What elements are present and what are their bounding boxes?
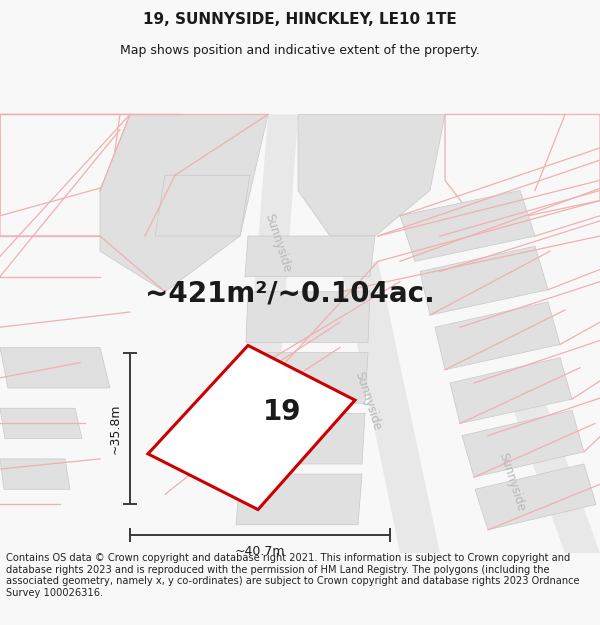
Text: ~421m²/~0.104ac.: ~421m²/~0.104ac.: [145, 280, 435, 308]
Polygon shape: [420, 246, 548, 315]
Polygon shape: [236, 474, 362, 525]
Polygon shape: [475, 464, 596, 530]
Text: 19, SUNNYSIDE, HINCKLEY, LE10 1TE: 19, SUNNYSIDE, HINCKLEY, LE10 1TE: [143, 12, 457, 27]
Text: Sunnyside: Sunnyside: [496, 451, 527, 513]
Polygon shape: [0, 348, 110, 388]
Polygon shape: [435, 302, 560, 370]
Polygon shape: [244, 352, 368, 403]
Polygon shape: [298, 114, 445, 236]
Text: ~40.7m: ~40.7m: [235, 545, 285, 558]
Polygon shape: [340, 261, 440, 553]
Polygon shape: [450, 357, 572, 424]
Polygon shape: [246, 292, 370, 342]
Polygon shape: [155, 175, 250, 236]
Polygon shape: [148, 346, 355, 509]
Polygon shape: [240, 413, 365, 464]
Text: Sunnyside: Sunnyside: [262, 212, 293, 274]
Text: Sunnyside: Sunnyside: [352, 370, 383, 432]
Polygon shape: [245, 236, 375, 276]
Polygon shape: [500, 372, 600, 553]
Polygon shape: [0, 408, 82, 439]
Polygon shape: [0, 459, 70, 489]
Text: Contains OS data © Crown copyright and database right 2021. This information is : Contains OS data © Crown copyright and d…: [6, 553, 580, 598]
Text: ~35.8m: ~35.8m: [109, 403, 122, 454]
Text: 19: 19: [263, 398, 302, 426]
Polygon shape: [100, 114, 268, 292]
Text: Map shows position and indicative extent of the property.: Map shows position and indicative extent…: [120, 44, 480, 57]
Polygon shape: [400, 191, 535, 261]
Polygon shape: [462, 410, 584, 477]
Polygon shape: [248, 114, 298, 372]
